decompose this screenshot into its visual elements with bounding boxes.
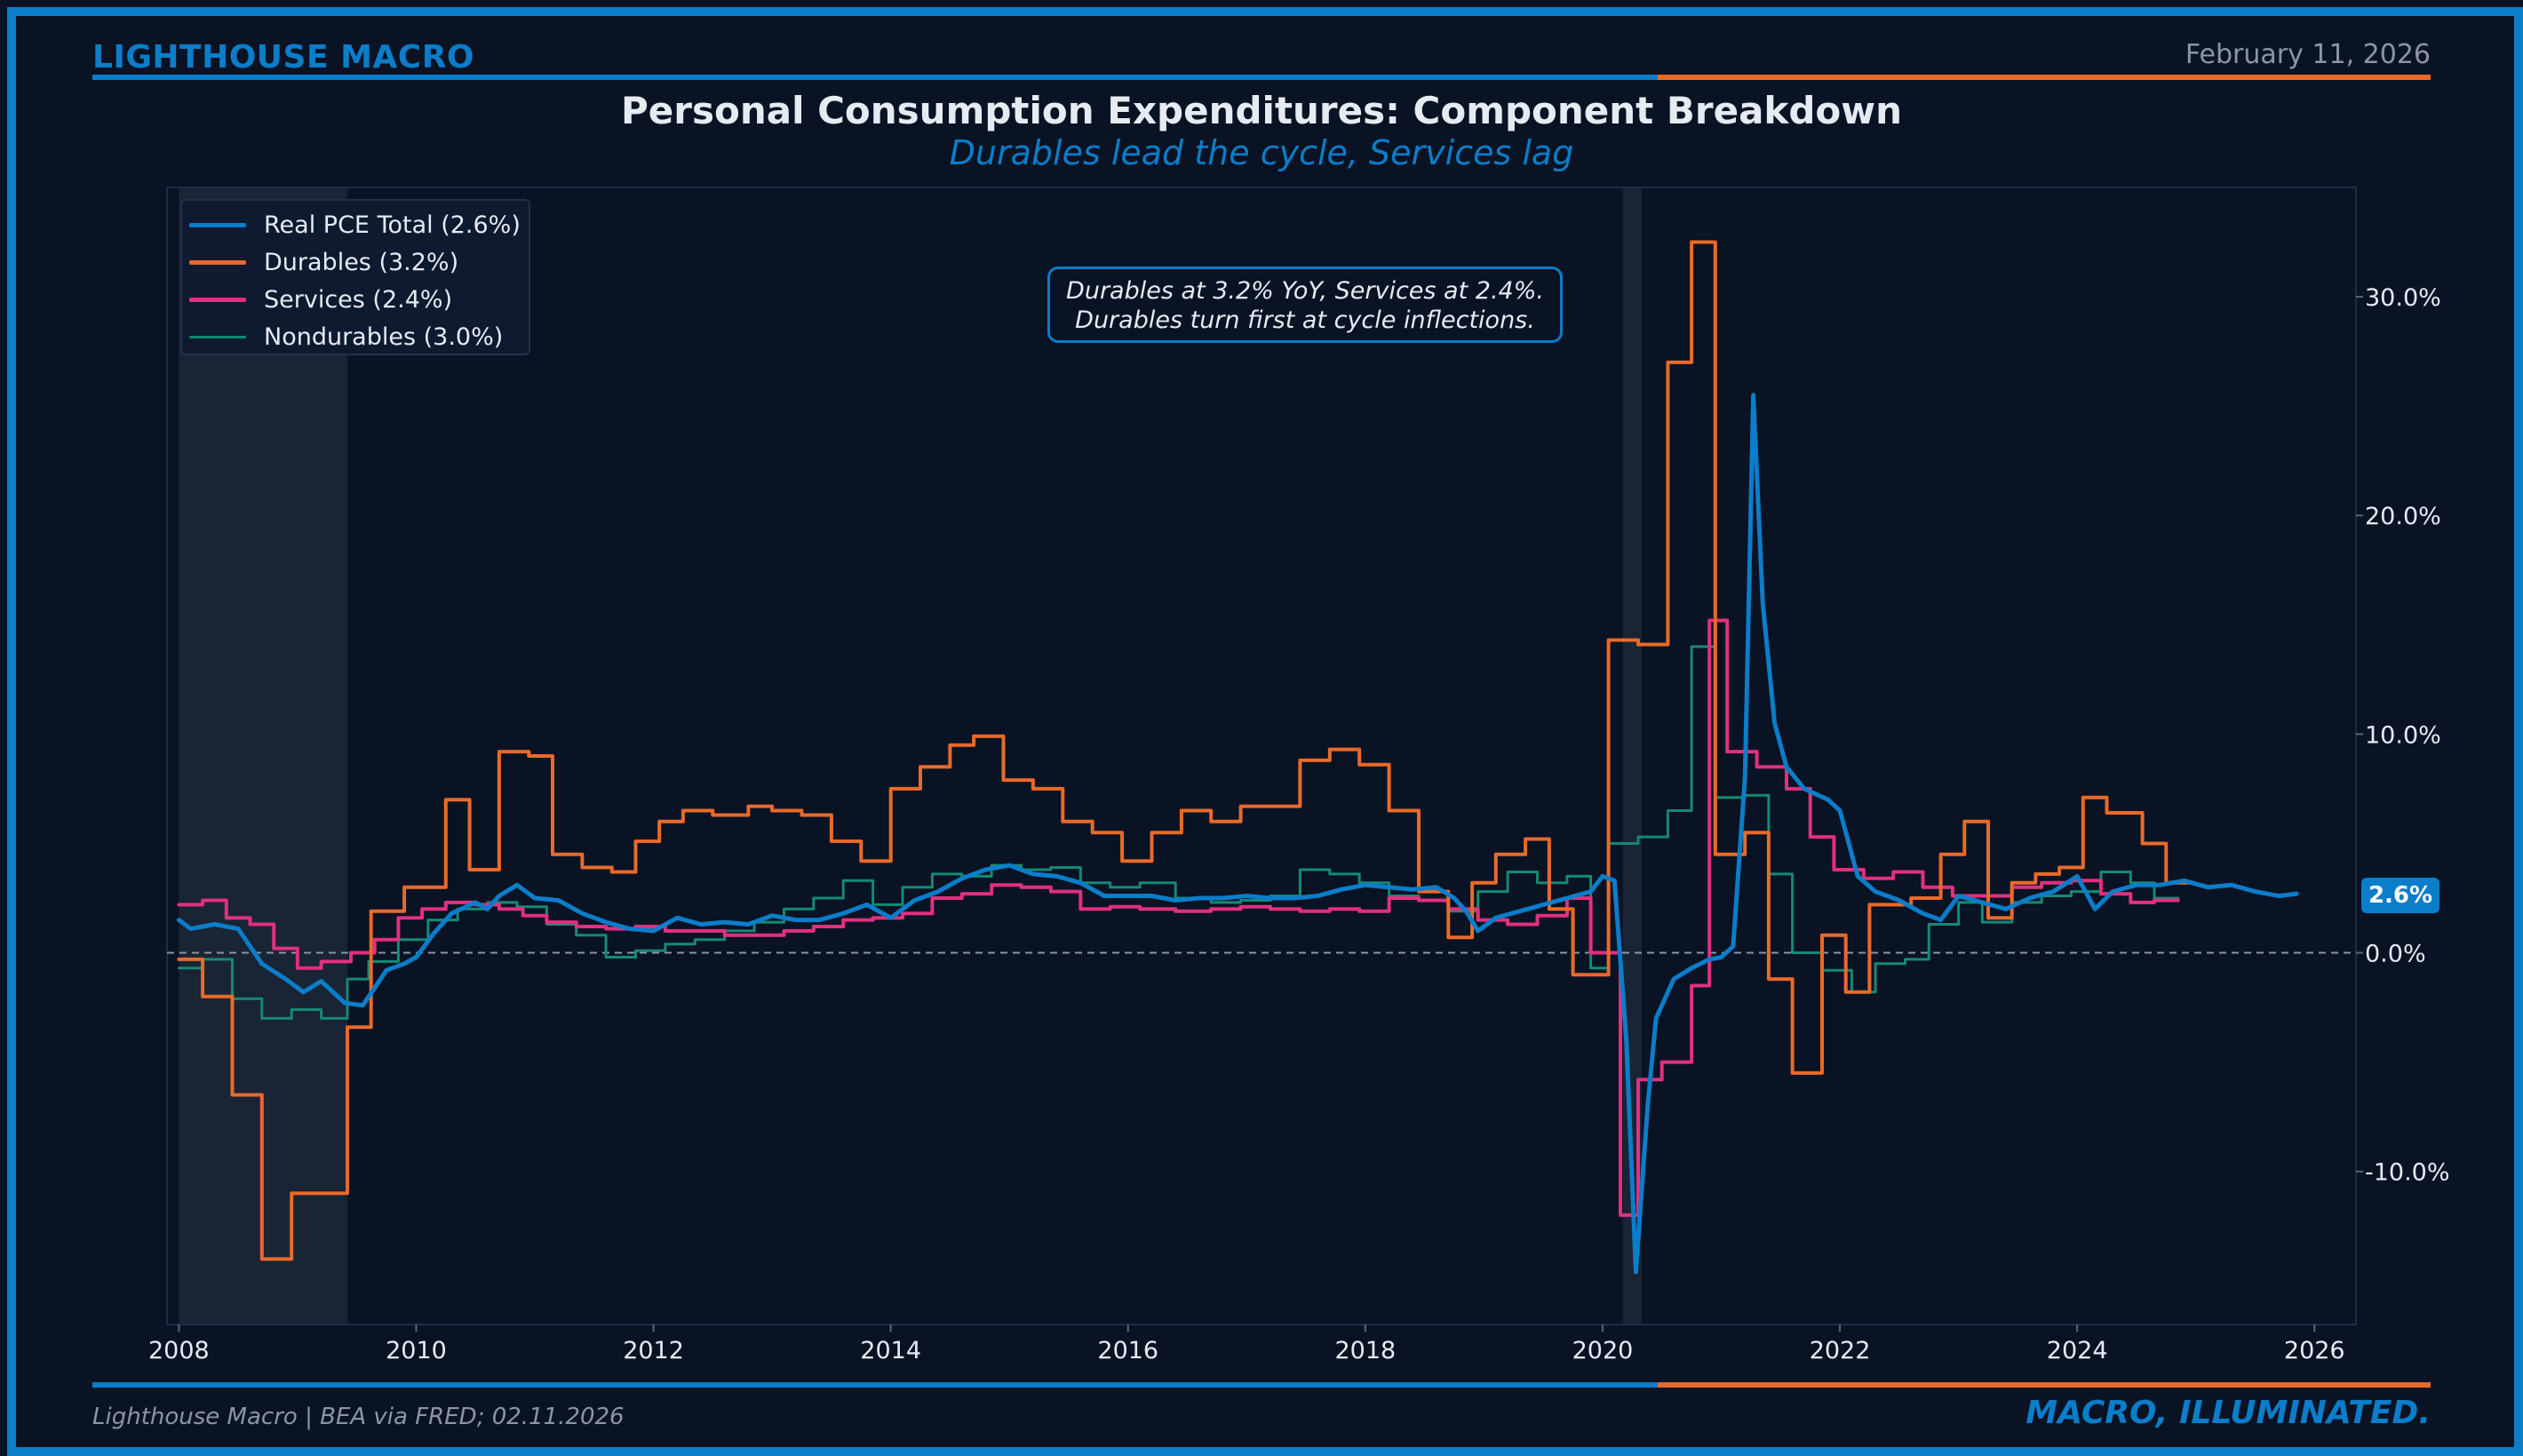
annotation-box: Durables at 3.2% YoY, Services at 2.4%. … (1047, 267, 1563, 343)
series-layer (176, 240, 2299, 1275)
legend-item-nondurables: Nondurables (3.0%) (182, 318, 529, 355)
x-tick-label-2018: 2018 (1334, 1337, 1396, 1365)
outer-frame (7, 7, 2523, 1456)
x-tick-label-2014: 2014 (860, 1337, 921, 1365)
series-line-0 (176, 393, 2299, 1275)
legend-item-services: Services (2.4%) (182, 281, 529, 318)
x-tick-label-2026: 2026 (2284, 1337, 2345, 1365)
legend: Real PCE Total (2.6%) Durables (3.2%) Se… (180, 199, 530, 355)
legend-label-total: Real PCE Total (2.6%) (264, 211, 521, 239)
y-tick-label-2: 10.0% (2365, 721, 2441, 749)
y-tick-label-1: 0.0% (2365, 941, 2426, 968)
legend-label-durables: Durables (3.2%) (264, 248, 459, 276)
x-tick-label-2020: 2020 (1572, 1337, 1634, 1365)
legend-swatch-services (189, 297, 246, 302)
plot-area (166, 187, 2357, 1325)
chart-subtitle: Durables lead the cycle, Services lag (949, 133, 1574, 172)
source-note: Lighthouse Macro | BEA via FRED; 02.11.2… (92, 1404, 625, 1430)
y-tick-label-3: 20.0% (2365, 503, 2441, 530)
latest-value-badge: 2.6% (2361, 878, 2439, 913)
y-tick-label-4: 30.0% (2365, 284, 2441, 312)
x-tick-label-2024: 2024 (2047, 1337, 2108, 1365)
annotation-line-1: Durables at 3.2% YoY, Services at 2.4%. (1066, 277, 1544, 305)
legend-label-nondurables: Nondurables (3.0%) (264, 322, 504, 351)
header-rule-orange (1658, 75, 2431, 80)
brand-name: LIGHTHOUSE MACRO (92, 39, 475, 76)
legend-swatch-total (189, 222, 246, 227)
report-date: February 11, 2026 (2185, 39, 2431, 70)
annotation-line-2: Durables turn first at cycle inflections… (1075, 306, 1535, 334)
x-tick-label-2012: 2012 (623, 1337, 684, 1365)
x-tick-label-2022: 2022 (1810, 1337, 1871, 1365)
chart-title: Personal Consumption Expenditures: Compo… (621, 89, 1902, 132)
x-tick-label-2008: 2008 (148, 1337, 210, 1365)
x-tick-label-2016: 2016 (1097, 1337, 1158, 1365)
series-line-1 (177, 240, 2192, 1261)
legend-item-durables: Durables (3.2%) (182, 243, 529, 281)
legend-swatch-nondurables (189, 335, 246, 338)
legend-label-services: Services (2.4%) (264, 285, 453, 314)
legend-swatch-durables (189, 259, 246, 265)
y-tick-label-0: -10.0% (2365, 1159, 2450, 1187)
tagline: MACRO, ILLUMINATED. (2026, 1395, 2431, 1431)
y-axis: -10.0% 0.0% 10.0% 20.0% 30.0% (2356, 284, 2450, 1187)
footer-rule-orange (1658, 1382, 2431, 1388)
x-axis: 2008 2010 2012 2014 2016 2018 2020 2022 2024 2026 (148, 1325, 2345, 1365)
footer-rule-blue (92, 1382, 1658, 1388)
header-rule-blue (92, 75, 1658, 80)
x-tick-label-2010: 2010 (386, 1337, 447, 1365)
legend-item-total: Real PCE Total (2.6%) (182, 206, 529, 243)
